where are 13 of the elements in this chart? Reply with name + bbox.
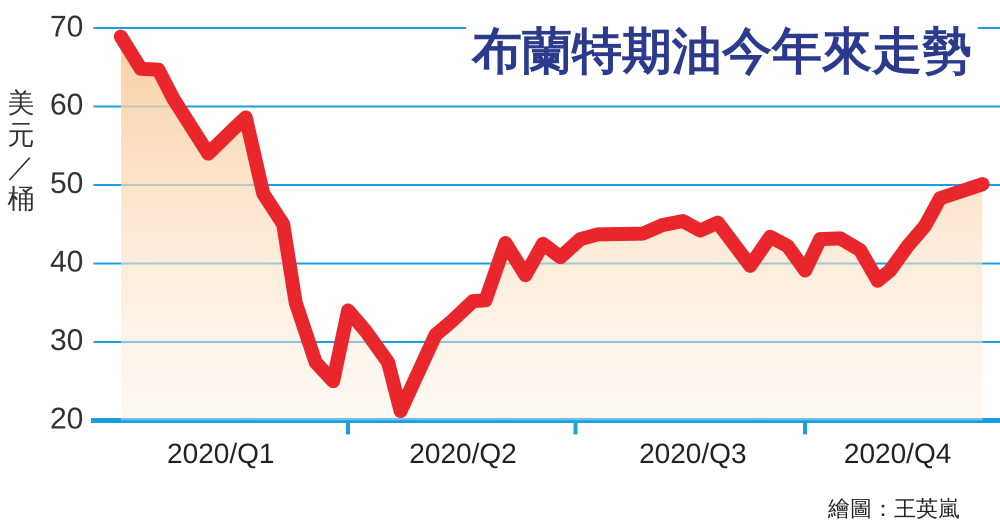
x-tick-label: 2020/Q1 — [167, 438, 274, 469]
text: 繪圖：王英嵐 — [828, 496, 960, 524]
x-tick-label: 2020/Q3 — [639, 438, 747, 469]
y-tick-label: 30 — [50, 324, 84, 358]
x-tick-label: 2020/Q2 — [409, 438, 517, 469]
y-axis-title: 美元／桶 — [6, 88, 36, 216]
y-tick-label: 20 — [50, 402, 84, 436]
y-tick-label: 60 — [50, 88, 84, 122]
y-tick-label: 40 — [50, 246, 84, 279]
x-tick-label: 2020/Q4 — [844, 438, 952, 469]
y-tick-label: 70 — [50, 10, 84, 44]
chart-title: 布蘭特期油今年來走勢 — [466, 18, 978, 85]
y-tick-label: 50 — [50, 167, 84, 200]
